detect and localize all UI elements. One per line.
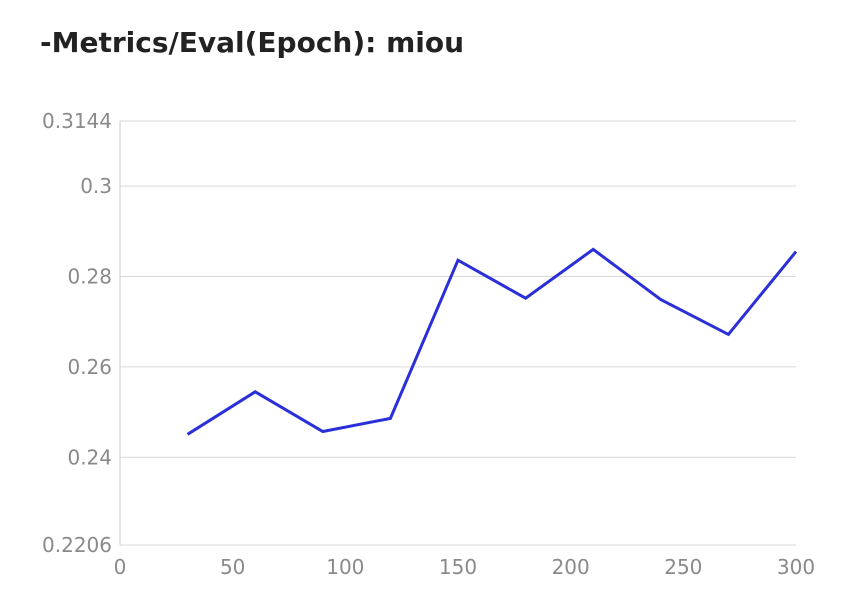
- y-axis-ticks: 0.2206 0.24 0.26 0.28 0.3 0.3144: [42, 109, 112, 557]
- x-tick-label: 0: [114, 555, 127, 579]
- y-tick-label: 0.26: [67, 355, 112, 379]
- x-tick-label: 200: [552, 555, 590, 579]
- y-tick-label: 0.3: [80, 174, 112, 198]
- x-tick-label: 50: [220, 555, 245, 579]
- y-tick-label: 0.3144: [42, 109, 112, 133]
- chart-title: -Metrics/Eval(Epoch): miou: [40, 26, 465, 59]
- y-tick-label: 0.2206: [42, 533, 112, 557]
- x-tick-label: 250: [664, 555, 702, 579]
- series-line: [186, 247, 798, 436]
- x-tick-label: 150: [439, 555, 477, 579]
- x-tick-label: 100: [326, 555, 364, 579]
- x-tick-label: 300: [777, 555, 815, 579]
- y-tick-label: 0.28: [67, 264, 112, 288]
- y-tick-label: 0.24: [67, 445, 112, 469]
- grid-lines: [120, 120, 796, 546]
- series: [186, 247, 798, 436]
- x-axis-ticks: 0 50 100 150 200 250 300: [114, 555, 815, 579]
